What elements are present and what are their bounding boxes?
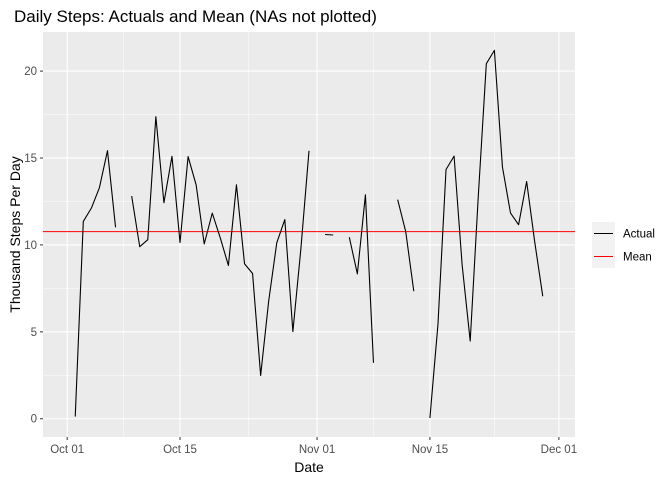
x-tick-label: Dec 01 <box>541 444 577 456</box>
legend: Actual Mean <box>592 222 655 268</box>
y-axis-title: Thousand Steps Per Day <box>7 156 23 312</box>
y-tick-label: 0 <box>31 414 37 426</box>
plot-panel <box>43 32 575 437</box>
actual-line-segment <box>74 150 117 417</box>
y-tick-label: 5 <box>31 327 37 339</box>
actual-line-segment <box>397 199 415 292</box>
x-tick-label: Oct 01 <box>50 444 84 456</box>
actual-line-segment <box>131 116 310 376</box>
actual-line-segment <box>429 49 544 419</box>
actual-line-segment <box>348 194 375 363</box>
y-tick-label: 20 <box>24 66 37 78</box>
legend-label: Actual <box>623 229 655 241</box>
y-tick-label: 10 <box>24 240 37 252</box>
actual-line-segment <box>325 233 334 236</box>
actual-series <box>74 49 544 419</box>
chart-title: Daily Steps: Actuals and Mean (NAs not p… <box>14 7 377 26</box>
y-axis: 0 5 10 15 20 <box>24 66 43 426</box>
y-tick-label: 15 <box>24 153 37 165</box>
x-tick-label: Oct 15 <box>163 444 197 456</box>
x-tick-label: Nov 01 <box>299 444 335 456</box>
minor-gridlines <box>43 32 575 437</box>
x-axis: Oct 01 Oct 15 Nov 01 Nov 15 Dec 01 <box>50 437 577 456</box>
x-tick-label: Nov 15 <box>412 444 448 456</box>
x-axis-title: Date <box>294 459 324 475</box>
legend-label: Mean <box>623 252 652 264</box>
